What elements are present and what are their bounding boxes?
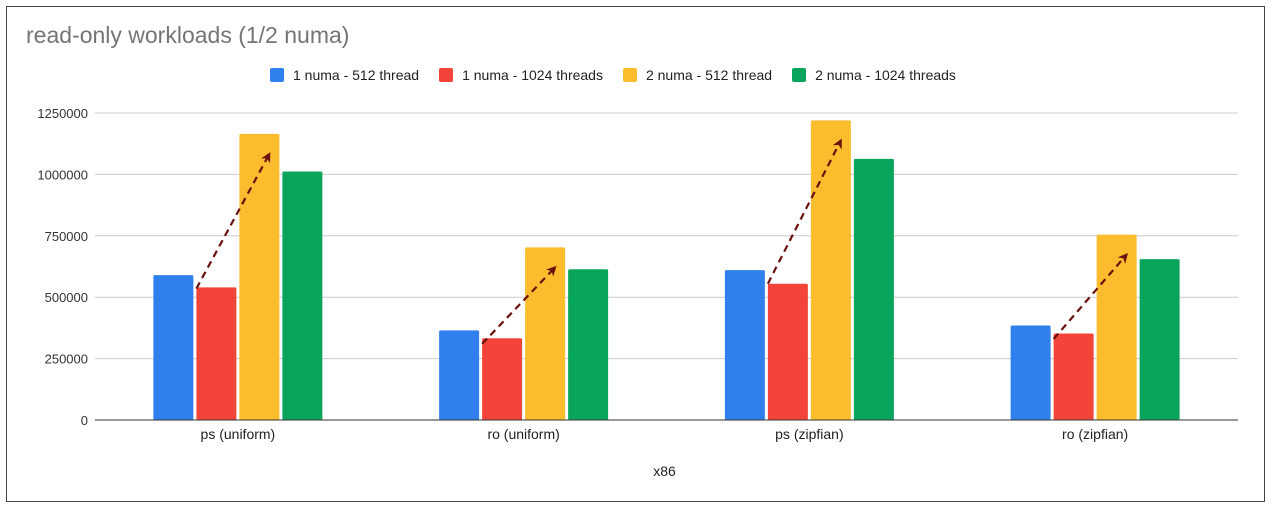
x-axis-ticks: ps (uniform) ro (uniform) ps (zipfian) ro (… bbox=[201, 426, 1129, 442]
x-tick-label: ps (uniform) bbox=[201, 426, 276, 442]
bar-1-1 bbox=[153, 275, 193, 420]
bar-2-4 bbox=[1054, 334, 1094, 420]
bar-3-3 bbox=[811, 120, 851, 420]
bar-3-4 bbox=[1097, 235, 1137, 420]
bar-4-4 bbox=[1140, 259, 1180, 420]
bar-1-2 bbox=[439, 330, 479, 420]
annotation-arrows bbox=[196, 140, 1126, 343]
bar-4-3 bbox=[854, 159, 894, 420]
x-tick-label: ro (uniform) bbox=[487, 426, 559, 442]
bar-3-2 bbox=[525, 247, 565, 420]
bar-2-1 bbox=[196, 287, 236, 420]
y-axis-ticks: 0 250000 500000 750000 1000000 1250000 bbox=[37, 106, 88, 428]
bar-3-1 bbox=[239, 134, 279, 420]
bars bbox=[153, 120, 1179, 420]
bar-2-2 bbox=[482, 338, 522, 420]
bar-1-3 bbox=[725, 270, 765, 420]
y-tick-label: 1250000 bbox=[37, 106, 88, 121]
y-tick-label: 750000 bbox=[45, 229, 88, 244]
y-tick-label: 500000 bbox=[45, 290, 88, 305]
y-tick-label: 250000 bbox=[45, 352, 88, 367]
bar-2-3 bbox=[768, 284, 808, 420]
y-tick-label: 0 bbox=[81, 413, 88, 428]
x-tick-label: ro (zipfian) bbox=[1062, 426, 1128, 442]
x-axis-label: x86 bbox=[653, 463, 676, 479]
bar-1-4 bbox=[1011, 325, 1051, 420]
bar-4-2 bbox=[568, 269, 608, 420]
x-tick-label: ps (zipfian) bbox=[775, 426, 843, 442]
bar-4-1 bbox=[282, 171, 322, 420]
y-tick-label: 1000000 bbox=[37, 167, 88, 182]
